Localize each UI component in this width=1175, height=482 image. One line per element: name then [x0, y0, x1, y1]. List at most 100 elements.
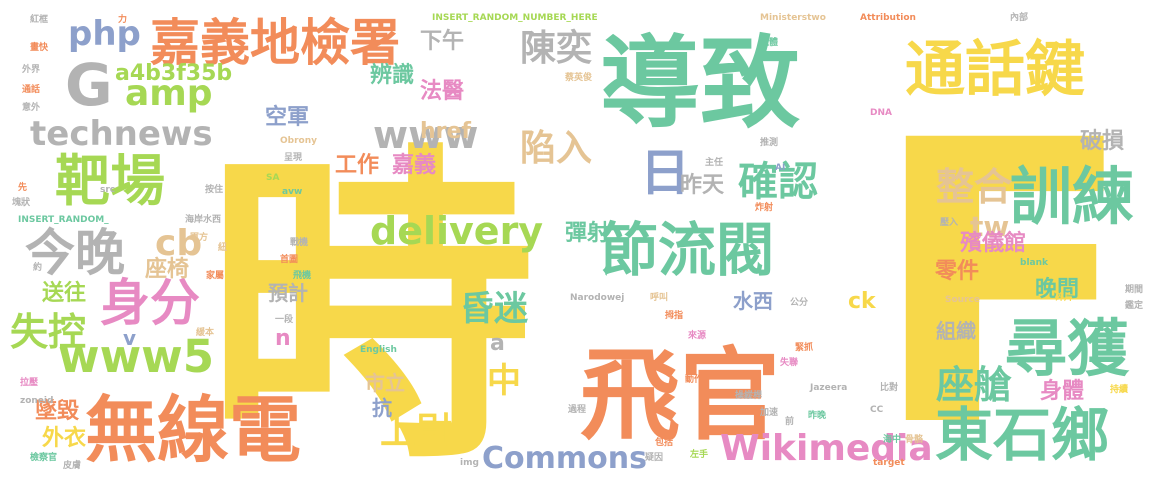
cloud-word: 拉壓: [20, 376, 38, 388]
cloud-word: 身分: [100, 274, 200, 332]
cloud-word: 家屬: [206, 269, 224, 281]
cloud-word: 骨骼: [905, 433, 924, 445]
cloud-word: 失控: [10, 310, 86, 354]
cloud-word: Commons: [482, 441, 647, 476]
cloud-word: cb: [155, 223, 202, 264]
cloud-word: www5: [58, 330, 214, 383]
cloud-word: 確認: [738, 159, 818, 205]
cloud-word: 通話: [22, 83, 40, 95]
cloud-word: 海中: [883, 433, 901, 445]
cloud-word: 失聯: [780, 356, 798, 368]
cloud-word: 昨天: [680, 172, 725, 198]
cloud-word: 皮膚: [62, 459, 81, 471]
cloud-word: 期間: [1125, 283, 1143, 295]
cloud-word: 外界: [21, 63, 40, 75]
cloud-word: 晚間: [1035, 277, 1079, 302]
cloud-word: target: [873, 458, 905, 468]
cloud-word: 持續: [1110, 383, 1128, 395]
cloud-word: 嘉義: [392, 152, 436, 178]
cloud-word: 外衣: [42, 425, 86, 451]
cloud-word: 日: [640, 144, 690, 202]
cloud-word: technews: [30, 114, 213, 154]
cloud-word: ck: [848, 289, 877, 314]
cloud-word: Ministerstwo: [760, 13, 826, 23]
cloud-word: 先: [18, 181, 27, 193]
cloud-word: 訓練: [1010, 160, 1134, 233]
cloud-word: 昏迷: [460, 289, 529, 329]
cloud-word: 操縱桿: [735, 389, 762, 401]
cloud-word: Obrony: [280, 136, 317, 146]
cloud-word: 疑因: [645, 451, 663, 463]
cloud-word: 過程: [567, 403, 586, 415]
cloud-word: 昨晚: [808, 409, 826, 421]
cloud-word: 意外: [22, 101, 40, 113]
cloud-word: Source: [945, 295, 980, 305]
cloud-word: 破損: [1080, 128, 1125, 154]
cloud-word: 來源: [687, 329, 706, 341]
cloud-word: 無線電: [85, 388, 301, 472]
cloud-word: href: [420, 119, 471, 144]
cloud-word: INSERT_RANDOM_NUMBER_HERE: [432, 13, 598, 23]
cloud-word: 飛官: [580, 337, 780, 454]
cloud-word: 緊抓: [795, 341, 813, 353]
cloud-word: 按住: [205, 183, 223, 195]
cloud-word: 尋獲: [1005, 312, 1130, 385]
cloud-word: 左手: [689, 448, 708, 460]
cloud-word: 組織: [936, 319, 976, 343]
cloud-word: tw: [970, 210, 1009, 243]
cloud-word: 預計: [268, 281, 308, 305]
cloud-word: 前: [785, 415, 794, 427]
cloud-word: 節流閥: [600, 216, 774, 284]
cloud-word: 內部: [1010, 11, 1028, 23]
cloud-word: 座椅: [145, 256, 189, 282]
cloud-word: 軍方: [190, 231, 208, 243]
cloud-word: 緩本: [196, 326, 215, 338]
cloud-word: img: [460, 458, 479, 468]
cloud-word: 碎片: [1055, 291, 1073, 303]
cloud-word: amp: [125, 73, 213, 114]
cloud-word: 座艙: [936, 363, 1012, 407]
cloud-word: n: [275, 326, 291, 351]
cloud-word: 零件: [934, 259, 979, 284]
cloud-word: php: [68, 14, 141, 54]
cloud-word: 蔡英俊: [564, 71, 592, 83]
cloud-word: 主任: [705, 156, 723, 168]
cloud-word: AI: [775, 163, 785, 173]
cloud-word: CC: [870, 405, 884, 415]
cloud-word: 包括: [654, 436, 673, 448]
cloud-word: Jazeera: [809, 383, 847, 393]
cloud-word: 呼叫: [650, 291, 668, 303]
cloud-word: 比對: [880, 381, 898, 393]
cloud-word: blank: [1020, 258, 1049, 268]
cloud-word: 嘉義地檢署: [150, 14, 400, 72]
cloud-word: 陳奕: [520, 27, 592, 69]
cloud-word: Wikimedia: [720, 428, 933, 469]
cloud-word: 鑑定: [1125, 299, 1144, 311]
cloud-word: 呈現: [284, 152, 302, 163]
cloud-word: avw: [282, 187, 302, 197]
cloud-word: English: [360, 345, 397, 355]
cloud-word: DNA: [870, 108, 892, 118]
cloud-word: 導致: [600, 25, 800, 142]
cloud-word: 東石鄉: [935, 401, 1109, 469]
cloud-word: 通話鍵: [905, 35, 1085, 105]
cloud-word: 飛機: [292, 269, 311, 281]
cloud-word: 檢察官: [30, 451, 57, 463]
cloud-word: zoneid: [20, 396, 53, 406]
cloud-word: 公分: [790, 296, 808, 308]
cloud-word: a: [490, 331, 505, 356]
cloud-word: 市立: [365, 371, 405, 395]
cloud-word: 殯儀館: [960, 230, 1026, 256]
cloud-word: 壓入: [940, 216, 958, 228]
cloud-word: 動作: [685, 373, 703, 385]
cloud-word: 首圖: [280, 253, 298, 265]
cloud-word: 塊狀: [12, 196, 31, 208]
cloud-word: 炸射: [755, 201, 773, 213]
cloud-word: Attribution: [860, 13, 916, 23]
cloud-word: 戰機: [290, 236, 308, 248]
cloud-word: 紅框: [30, 13, 48, 25]
cloud-word: 工作: [335, 153, 379, 178]
cloud-word: src: [100, 185, 115, 195]
